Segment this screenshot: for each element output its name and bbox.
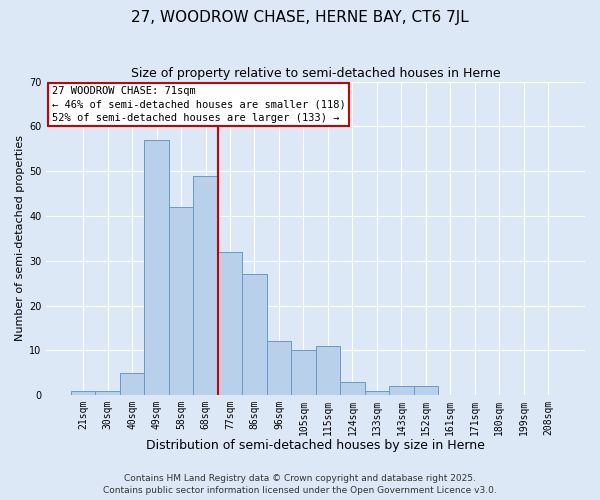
Bar <box>95 390 120 395</box>
Bar <box>120 373 145 395</box>
Bar <box>169 207 193 395</box>
Bar <box>365 390 389 395</box>
Bar <box>145 140 169 395</box>
Bar <box>413 386 438 395</box>
Bar <box>242 274 267 395</box>
Bar <box>267 342 291 395</box>
Text: 27, WOODROW CHASE, HERNE BAY, CT6 7JL: 27, WOODROW CHASE, HERNE BAY, CT6 7JL <box>131 10 469 25</box>
Bar <box>316 346 340 395</box>
Bar <box>340 382 365 395</box>
X-axis label: Distribution of semi-detached houses by size in Herne: Distribution of semi-detached houses by … <box>146 440 485 452</box>
Bar <box>71 390 95 395</box>
Y-axis label: Number of semi-detached properties: Number of semi-detached properties <box>15 136 25 342</box>
Text: Contains HM Land Registry data © Crown copyright and database right 2025.
Contai: Contains HM Land Registry data © Crown c… <box>103 474 497 495</box>
Bar <box>193 176 218 395</box>
Bar <box>218 252 242 395</box>
Title: Size of property relative to semi-detached houses in Herne: Size of property relative to semi-detach… <box>131 68 500 80</box>
Bar <box>389 386 413 395</box>
Bar <box>291 350 316 395</box>
Text: 27 WOODROW CHASE: 71sqm
← 46% of semi-detached houses are smaller (118)
52% of s: 27 WOODROW CHASE: 71sqm ← 46% of semi-de… <box>52 86 346 123</box>
